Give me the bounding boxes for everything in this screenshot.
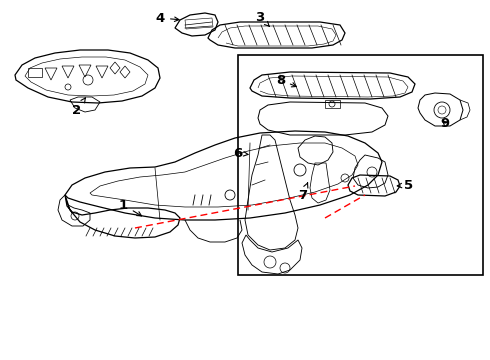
Text: 7: 7 — [298, 183, 308, 202]
Text: 6: 6 — [233, 147, 248, 159]
Text: 5: 5 — [397, 179, 413, 192]
Text: 9: 9 — [441, 117, 449, 130]
Bar — [238, 55, 483, 275]
Text: 8: 8 — [276, 73, 296, 87]
Text: 1: 1 — [119, 198, 142, 216]
Text: 2: 2 — [73, 98, 85, 117]
Text: 4: 4 — [156, 12, 179, 24]
Text: 3: 3 — [255, 10, 270, 27]
